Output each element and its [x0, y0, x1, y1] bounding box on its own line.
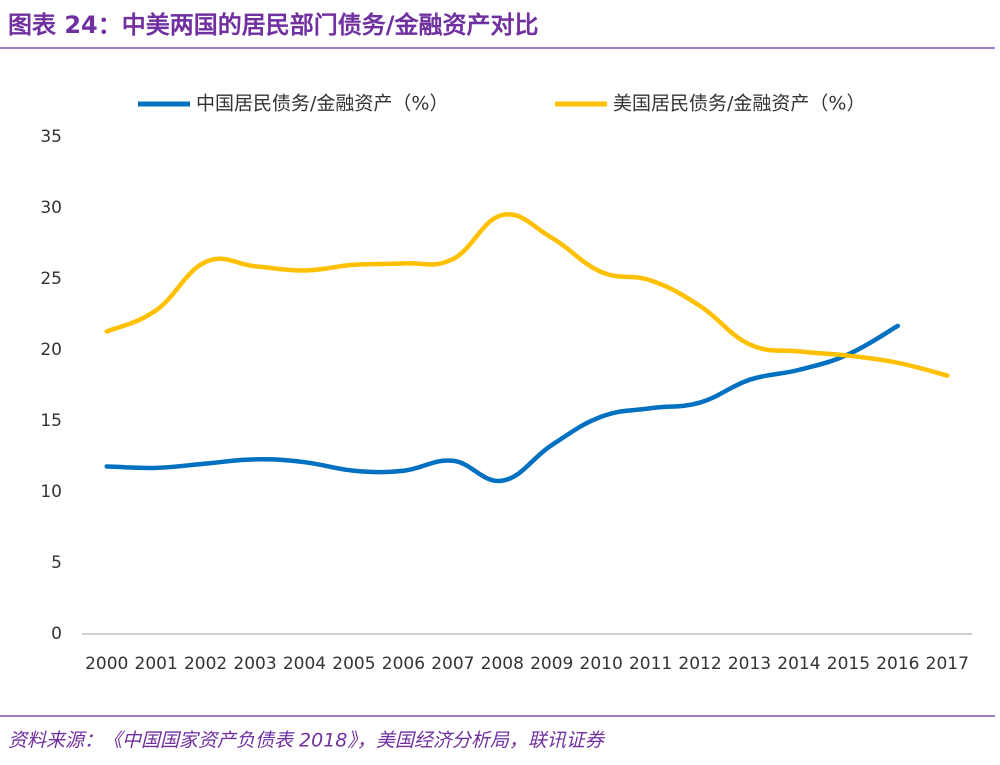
y-tick-label: 20: [40, 340, 62, 360]
legend-label: 美国居民债务/金融资产（%）: [613, 93, 865, 115]
x-tick-label: 2014: [777, 654, 820, 674]
data-line: [107, 214, 948, 375]
y-tick-label: 15: [40, 411, 62, 431]
x-tick-label: 2016: [876, 654, 919, 674]
x-tick-label: 2005: [332, 654, 375, 674]
y-tick-label: 5: [51, 553, 62, 573]
source-note: 资料来源：《中国国家资产负债表 2018》，美国经济分析局，联讯证券: [8, 730, 606, 752]
x-tick-label: 2004: [283, 654, 326, 674]
x-tick-label: 2002: [184, 654, 227, 674]
x-tick-label: 2008: [481, 654, 524, 674]
chart-title: 图表 24：中美两国的居民部门债务/金融资产对比: [8, 11, 539, 39]
y-tick-label: 30: [40, 198, 62, 218]
x-tick-label: 2000: [85, 654, 128, 674]
x-tick-label: 2013: [728, 654, 771, 674]
x-tick-label: 2017: [926, 654, 969, 674]
x-tick-label: 2007: [431, 654, 474, 674]
x-tick-label: 2009: [530, 654, 573, 674]
x-tick-label: 2015: [827, 654, 870, 674]
x-tick-label: 2012: [678, 654, 721, 674]
x-tick-label: 2010: [580, 654, 623, 674]
y-tick-label: 35: [40, 127, 62, 147]
x-tick-label: 2001: [135, 654, 178, 674]
y-tick-label: 10: [40, 482, 62, 502]
x-tick-label: 2003: [233, 654, 276, 674]
legend-label: 中国居民债务/金融资产（%）: [196, 93, 448, 115]
y-tick-label: 0: [51, 624, 62, 644]
x-tick-label: 2006: [382, 654, 425, 674]
x-tick-label: 2011: [629, 654, 672, 674]
y-tick-label: 25: [40, 269, 62, 289]
